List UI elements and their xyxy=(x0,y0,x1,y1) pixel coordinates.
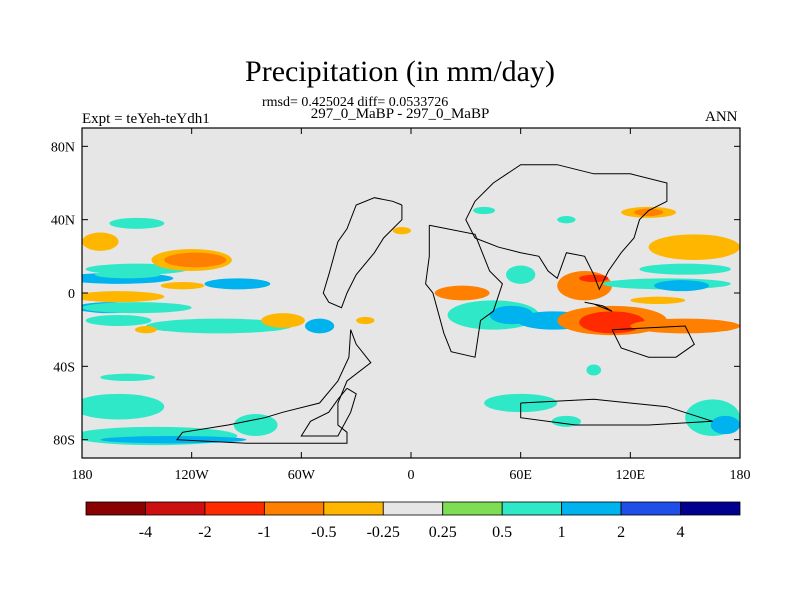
x-tick-label-1: 120W xyxy=(175,468,210,483)
anomaly-region-20 xyxy=(304,318,335,334)
x-axis: 180 120W 60W 0 60E 120E 180 xyxy=(72,128,751,483)
colorbar-label-9: 4 xyxy=(677,524,685,541)
coastline-0 xyxy=(176,329,372,444)
anomaly-region-4 xyxy=(82,302,192,314)
colorbar-swatch-8 xyxy=(561,501,622,516)
season-label: ANN xyxy=(705,109,738,125)
colorbar: -4 -2 -1 -0.5 -0.25 0.25 0.5 1 2 4 xyxy=(85,501,741,541)
colorbar-swatch-4 xyxy=(323,501,384,516)
anomaly-region-9 xyxy=(204,278,271,290)
colorbar-label-8: 2 xyxy=(617,524,625,541)
chart-subtitle: 297_0_MaBP - 297_0_MaBP xyxy=(310,106,490,122)
coastline-2 xyxy=(322,197,403,309)
y-tick-label-1: 40N xyxy=(51,214,75,229)
anomaly-region-10 xyxy=(145,318,293,334)
anomaly-region-5 xyxy=(82,291,165,303)
coastline-7 xyxy=(520,398,713,426)
colorbar-swatch-9 xyxy=(620,501,681,516)
x-tick-label-2: 60W xyxy=(288,468,316,483)
anomaly-region-36 xyxy=(630,296,686,305)
coastlines xyxy=(176,164,713,444)
anomaly-region-22 xyxy=(392,227,411,235)
colorbar-swatch-1 xyxy=(145,501,206,516)
x-tick-label-3: 0 xyxy=(408,468,415,483)
anomaly-region-34 xyxy=(654,280,709,292)
anomaly-region-45 xyxy=(557,216,576,224)
anomaly-region-18 xyxy=(100,373,156,382)
anomaly-region-26 xyxy=(506,265,536,284)
colorbar-label-6: 0.5 xyxy=(492,524,512,541)
anomaly-region-33 xyxy=(639,263,731,275)
anomaly-region-43 xyxy=(586,364,602,376)
colorbar-label-0: -4 xyxy=(139,524,152,541)
anomaly-region-39 xyxy=(579,274,609,283)
anomaly-region-11 xyxy=(85,315,152,326)
colorbar-swatch-2 xyxy=(204,501,265,516)
anomaly-region-30 xyxy=(579,311,645,334)
colorbar-label-7: 1 xyxy=(558,524,566,541)
x-tick-label-0: 180 xyxy=(72,468,93,483)
colorbar-label-3: -0.5 xyxy=(311,524,336,541)
plot-background xyxy=(82,128,740,458)
anomaly-region-35 xyxy=(648,234,740,260)
anomaly-region-46 xyxy=(135,326,157,334)
coastline-5 xyxy=(584,301,613,312)
colorbar-label-4: -0.25 xyxy=(367,524,400,541)
anomaly-region-14 xyxy=(82,393,165,420)
x-tick-label-6: 180 xyxy=(730,468,751,483)
y-tick-label-0: 80N xyxy=(51,140,75,155)
x-tick-label-5: 120E xyxy=(616,468,646,483)
colorbar-swatch-10 xyxy=(680,501,741,516)
anomaly-region-6 xyxy=(160,282,205,290)
coastline-4 xyxy=(465,164,668,291)
colorbar-swatch-3 xyxy=(263,501,325,516)
colorbar-label-1: -2 xyxy=(198,524,211,541)
colorbar-label-5: 0.25 xyxy=(429,524,457,541)
anomaly-region-47 xyxy=(551,415,581,427)
chart-title: Precipitation (in mm/day) xyxy=(245,55,555,88)
anomaly-region-13 xyxy=(109,217,165,229)
colorbar-label-2: -1 xyxy=(258,524,271,541)
anomaly-region-12 xyxy=(82,232,119,251)
y-tick-label-3: 40S xyxy=(53,360,75,375)
experiment-label: Expt = teYeh-teYdh1 xyxy=(82,111,210,127)
stats-line: rmsd= 0.425024 diff= 0.0533726 xyxy=(262,95,449,110)
anomaly-region-8 xyxy=(164,252,227,268)
y-tick-label-4: 80S xyxy=(53,434,75,449)
anomaly-region-44 xyxy=(473,206,496,215)
coastline-6 xyxy=(611,325,695,358)
anomaly-region-17 xyxy=(233,414,278,436)
anomaly-region-21 xyxy=(356,316,375,325)
colorbar-swatch-0 xyxy=(85,501,146,516)
y-axis: 80N 40N 0 40S 80S xyxy=(51,140,740,449)
anomaly-region-23 xyxy=(434,285,490,301)
x-tick-label-4: 60E xyxy=(509,468,532,483)
colorbar-swatch-5 xyxy=(382,501,444,516)
anomaly-region-28 xyxy=(557,271,613,301)
colorbar-swatch-7 xyxy=(501,501,563,516)
anomaly-region-19 xyxy=(261,313,305,328)
colorbar-swatch-6 xyxy=(442,501,503,516)
y-tick-label-2: 0 xyxy=(68,287,75,302)
coastline-1 xyxy=(300,387,357,437)
anomaly-region-38 xyxy=(633,208,664,216)
anomaly-region-42 xyxy=(710,415,740,435)
coastline-3 xyxy=(425,224,503,358)
